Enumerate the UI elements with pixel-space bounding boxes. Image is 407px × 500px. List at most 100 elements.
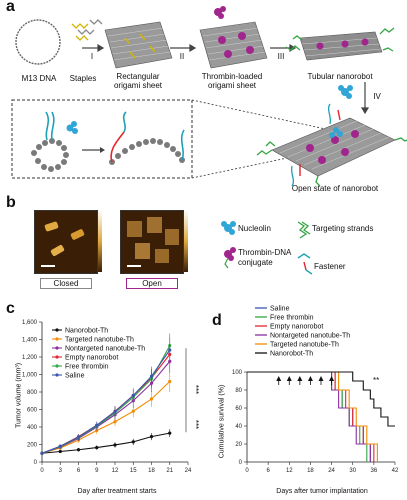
data-point	[113, 410, 117, 414]
x-tick-label: 6	[266, 468, 270, 474]
fastener-open	[109, 138, 185, 165]
thrombin-sheet-label: Thrombin-loaded origami sheet	[201, 72, 263, 90]
thrombin-icon-top	[214, 6, 226, 19]
treatment-arrow	[276, 376, 282, 381]
significance-c-1: ***	[191, 384, 201, 395]
x-tick-label: 36	[371, 468, 378, 474]
legend-marker	[55, 328, 59, 332]
data-point	[168, 348, 172, 352]
y-tick-label: 0	[239, 460, 243, 466]
y-tick-label: 20	[235, 442, 242, 448]
x-tick-label: 15	[130, 468, 137, 474]
data-point	[149, 374, 154, 378]
x-tick-label: 18	[307, 468, 314, 474]
panel-b-legend-icons	[221, 221, 313, 275]
y-tick-label: 800	[27, 390, 38, 396]
survival-curve	[247, 371, 395, 427]
data-point	[40, 451, 44, 455]
x-tick-label: 9	[95, 468, 99, 474]
legend-marker	[55, 373, 59, 377]
legend-label: Saline	[65, 373, 85, 380]
survival-curve	[247, 371, 371, 462]
afm-closed-scale	[98, 210, 102, 272]
legend-label: Free thrombin	[65, 364, 109, 371]
y-tick-label: 400	[27, 425, 38, 431]
data-point	[131, 393, 135, 398]
step-arrows	[82, 43, 370, 115]
legend-label: Empty nanorobot	[270, 324, 323, 331]
thrombin-loaded-sheet	[199, 21, 268, 69]
survival-curve	[247, 371, 371, 462]
treatment-arrow	[329, 376, 335, 381]
y-tick-label: 80	[235, 388, 242, 394]
m13-dna-label: M13 DNA	[21, 74, 57, 83]
legend-label: Empty nanorobot	[65, 355, 118, 362]
y-tick-label: 1,000	[22, 373, 38, 379]
data-point	[58, 449, 62, 454]
panel-d-letter: d	[212, 312, 222, 329]
data-point	[113, 420, 117, 424]
y-tick-label: 1,600	[22, 320, 38, 326]
treatment-arrow	[307, 376, 313, 381]
x-tick-label: 18	[148, 468, 155, 474]
step-label-2: II	[179, 52, 185, 61]
legend-label: Targeted nanotube-Th	[270, 342, 339, 349]
x-tick-label: 6	[77, 468, 81, 474]
afm-open-image	[120, 210, 184, 274]
targeting-legend-label: Targeting strands	[312, 224, 374, 233]
staples-strands	[71, 19, 103, 41]
x-tick-label: 24	[185, 468, 192, 474]
data-point	[76, 435, 81, 439]
tubular-nanorobot	[285, 27, 395, 61]
data-point	[168, 379, 172, 384]
afm-closed-image	[34, 210, 98, 274]
legend-label: Saline	[270, 306, 290, 313]
x-tick-label: 12	[112, 468, 119, 474]
open-caption: Open	[126, 278, 178, 289]
step-label-3: III	[277, 52, 285, 61]
x-tick-label: 24	[328, 468, 335, 474]
step-label-1: I	[90, 52, 94, 61]
rect-sheet-label: Rectangular origami sheet	[113, 72, 163, 90]
x-tick-label: 3	[59, 468, 63, 474]
legend-label: Targeted nanotube-Th	[65, 337, 134, 344]
y-tick-label: 600	[27, 408, 38, 414]
treatment-arrow	[286, 376, 292, 381]
targeting-legend-icon	[297, 221, 311, 239]
data-point	[131, 440, 135, 444]
legend-label: Free thrombin	[270, 315, 314, 322]
thrombin-legend-label: Thrombin-DNA conjugate	[238, 248, 291, 267]
y-tick-label: 100	[232, 370, 243, 376]
data-point	[131, 409, 135, 413]
x-tick-label: 21	[166, 468, 173, 474]
panel-a-letter: a	[6, 0, 15, 15]
significance-c-2: ***	[191, 419, 201, 430]
x-tick-label: 0	[40, 468, 44, 474]
data-point	[76, 448, 81, 452]
y-tick-label: 200	[27, 443, 38, 449]
x-tick-label: 0	[245, 468, 249, 474]
significance-d: **	[373, 376, 380, 385]
legend-marker	[55, 337, 59, 341]
data-point	[95, 445, 99, 450]
panel-a-schematic	[11, 6, 407, 187]
tumor-volume-xlabel: Day after treatment starts	[77, 488, 157, 495]
panel-b-letter: b	[6, 194, 16, 211]
survival-curve	[247, 371, 375, 462]
legend-label: Nontargeted nanotube-Th	[270, 333, 350, 340]
treatment-arrow	[318, 376, 324, 381]
legend-label: Nanorobot-Th	[65, 328, 108, 335]
y-tick-label: 1,400	[22, 338, 38, 344]
fastener-legend-icon	[297, 253, 313, 275]
afm-open-scale	[184, 210, 188, 272]
thrombin-legend-icon	[224, 247, 236, 261]
legend-marker	[55, 355, 59, 359]
survival-ylabel: Cumulative survival (%)	[218, 384, 226, 459]
data-point	[168, 431, 172, 435]
legend-marker	[55, 346, 59, 350]
fastener-closed	[31, 138, 69, 172]
rectangular-origami-sheet	[104, 21, 173, 69]
step-label-4: IV	[373, 92, 381, 101]
y-tick-label: 60	[235, 406, 242, 412]
nucleolin-icon-top	[338, 85, 353, 99]
